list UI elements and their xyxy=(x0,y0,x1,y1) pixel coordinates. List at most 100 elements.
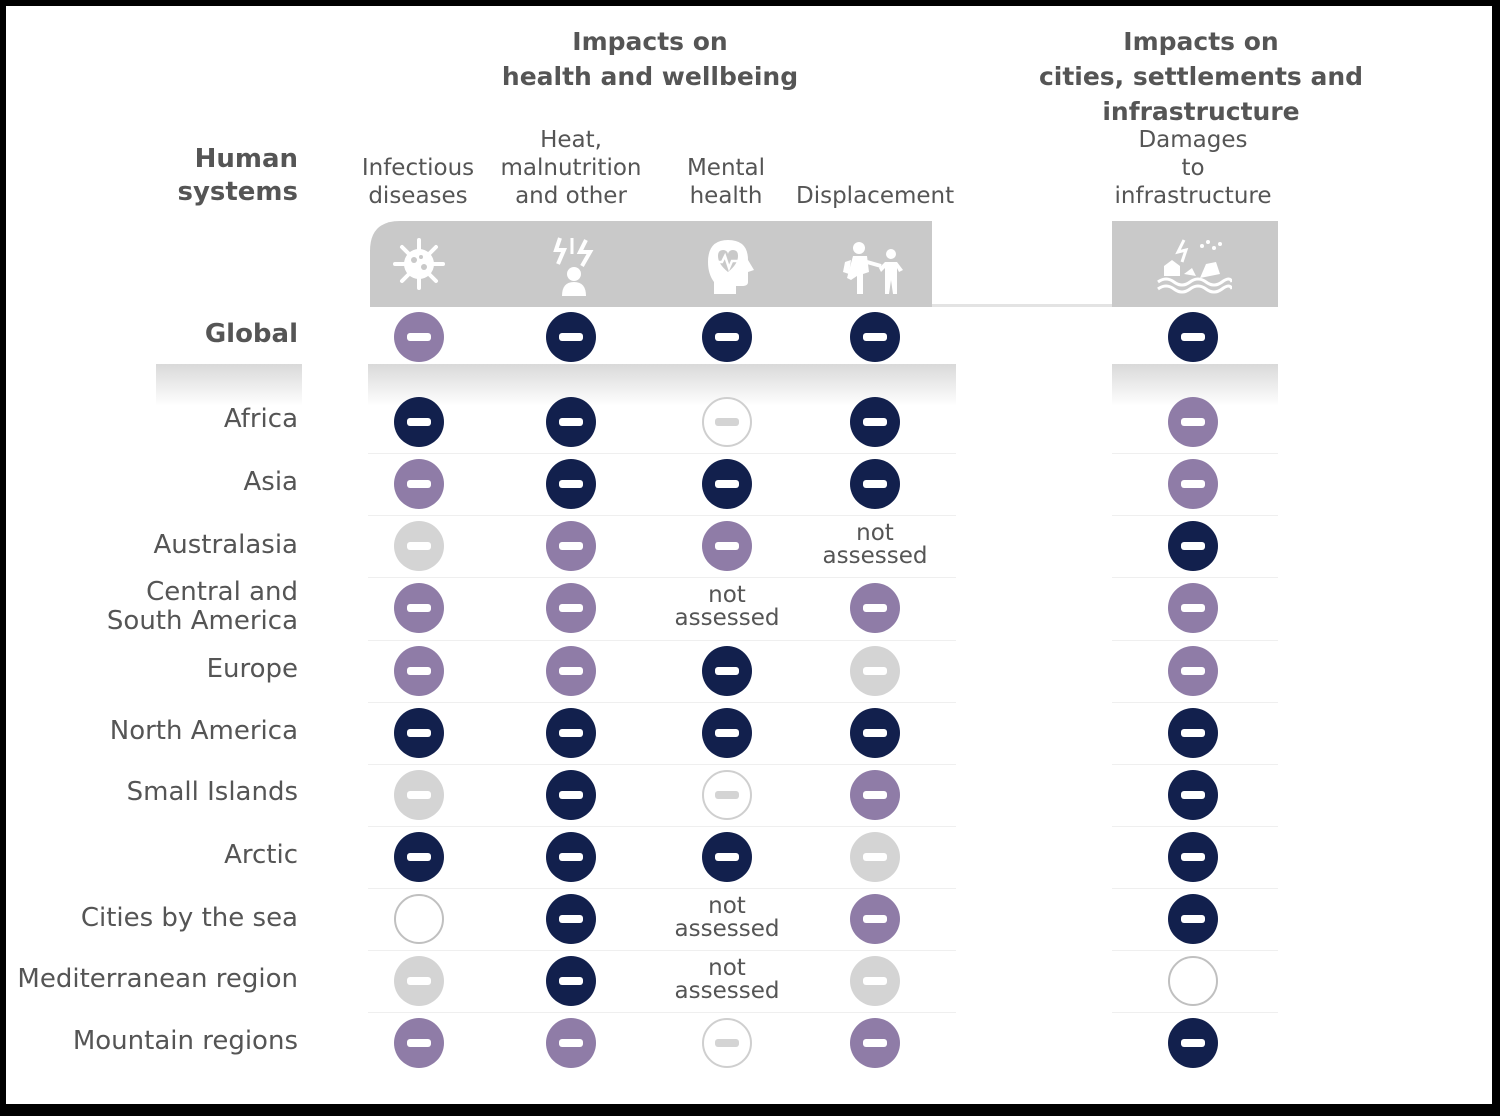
confidence-dot-high xyxy=(1168,894,1218,944)
minus-sign xyxy=(407,729,431,737)
confidence-dot-limited xyxy=(702,770,752,820)
confidence-dot-medium xyxy=(394,459,444,509)
minus-sign xyxy=(559,418,583,426)
not-assessed-label: not assessed xyxy=(674,893,780,942)
confidence-dot-high xyxy=(702,312,752,362)
minus-sign xyxy=(863,333,887,341)
confidence-dot-low xyxy=(394,521,444,571)
row-label-cities-by-the-sea: Cities by the sea xyxy=(80,903,298,933)
confidence-dot-medium xyxy=(850,894,900,944)
confidence-dot-medium xyxy=(546,646,596,696)
row-separator xyxy=(1112,453,1278,454)
confidence-dot-high xyxy=(546,312,596,362)
confidence-dot-high xyxy=(850,459,900,509)
confidence-dot-high xyxy=(1168,1018,1218,1068)
confidence-dot-high xyxy=(546,397,596,447)
confidence-dot-high xyxy=(546,956,596,1006)
confidence-dot-medium xyxy=(1168,583,1218,633)
row-separator xyxy=(368,702,956,703)
confidence-dot-high xyxy=(546,459,596,509)
confidence-dot-none xyxy=(394,894,444,944)
not-assessed-label: not assessed xyxy=(822,520,928,569)
row-label-africa: Africa xyxy=(223,404,298,434)
impacts-matrix-panel: Impacts on health and wellbeing Impacts … xyxy=(6,6,1492,1104)
row-separator xyxy=(1112,640,1278,641)
row-separator xyxy=(1112,577,1278,578)
minus-sign xyxy=(407,977,431,985)
row-separator xyxy=(368,453,956,454)
row-label-global: Global xyxy=(204,319,298,349)
minus-sign xyxy=(1181,791,1205,799)
virus-icon xyxy=(393,238,445,290)
confidence-dot-high xyxy=(850,708,900,758)
minus-sign xyxy=(407,853,431,861)
confidence-dot-medium xyxy=(546,1018,596,1068)
minus-sign xyxy=(715,333,739,341)
minus-sign xyxy=(715,1039,739,1047)
confidence-dot-medium xyxy=(394,646,444,696)
confidence-dot-low xyxy=(850,956,900,1006)
confidence-dot-medium xyxy=(702,521,752,571)
minus-sign xyxy=(407,1039,431,1047)
confidence-dot-high xyxy=(702,832,752,882)
column-header-displacement: Displacement xyxy=(796,183,955,209)
confidence-dot-high xyxy=(1168,312,1218,362)
row-separator xyxy=(368,640,956,641)
row-separator xyxy=(368,950,956,951)
minus-sign xyxy=(1181,418,1205,426)
confidence-dot-limited xyxy=(702,397,752,447)
confidence-dot-high xyxy=(850,312,900,362)
minus-sign xyxy=(863,791,887,799)
minus-sign xyxy=(559,853,583,861)
confidence-dot-medium xyxy=(394,583,444,633)
minus-sign xyxy=(559,333,583,341)
confidence-dot-high xyxy=(1168,770,1218,820)
confidence-dot-medium xyxy=(1168,459,1218,509)
minus-sign xyxy=(863,977,887,985)
column-header-heat: Heat, malnutrition and other xyxy=(500,127,642,209)
column-header-infectious: Infectious diseases xyxy=(361,155,475,209)
band-connector-line xyxy=(932,304,1112,307)
minus-sign xyxy=(715,667,739,675)
minus-sign xyxy=(863,480,887,488)
row-label-australasia: Australasia xyxy=(153,530,299,560)
minus-sign xyxy=(1181,853,1205,861)
minus-sign xyxy=(559,977,583,985)
minus-sign xyxy=(715,853,739,861)
minus-sign xyxy=(559,729,583,737)
minus-sign xyxy=(1181,333,1205,341)
minus-sign xyxy=(863,853,887,861)
not-assessed-label: not assessed xyxy=(674,582,780,631)
cities-icon-band xyxy=(1112,221,1278,307)
heat-stress-icon xyxy=(553,237,594,296)
row-separator xyxy=(1112,826,1278,827)
minus-sign xyxy=(407,667,431,675)
row-label-mediterranean: Mediterranean region xyxy=(17,964,298,994)
infrastructure-damage-icon xyxy=(1157,239,1232,294)
minus-sign xyxy=(715,791,739,799)
row-label-central-south-america: Central and South America xyxy=(106,577,298,636)
minus-sign xyxy=(407,542,431,550)
group-title-cities: Impacts on cities, settlements and infra… xyxy=(1038,27,1364,126)
row-separator xyxy=(1112,702,1278,703)
confidence-dot-high xyxy=(702,459,752,509)
human-systems-heading: Human systems xyxy=(177,144,298,207)
minus-sign xyxy=(715,480,739,488)
minus-sign xyxy=(559,480,583,488)
confidence-dot-medium xyxy=(546,583,596,633)
confidence-dot-high xyxy=(546,894,596,944)
minus-sign xyxy=(559,667,583,675)
minus-sign xyxy=(715,729,739,737)
minus-sign xyxy=(863,915,887,923)
row-separator xyxy=(368,515,956,516)
confidence-dot-medium xyxy=(1168,646,1218,696)
minus-sign xyxy=(715,542,739,550)
minus-sign xyxy=(863,418,887,426)
confidence-dot-medium xyxy=(394,1018,444,1068)
minus-sign xyxy=(1181,604,1205,612)
row-separator xyxy=(368,764,956,765)
global-separator-health xyxy=(368,364,956,406)
confidence-dot-high xyxy=(702,646,752,696)
confidence-dot-high xyxy=(546,708,596,758)
confidence-dot-high xyxy=(394,832,444,882)
